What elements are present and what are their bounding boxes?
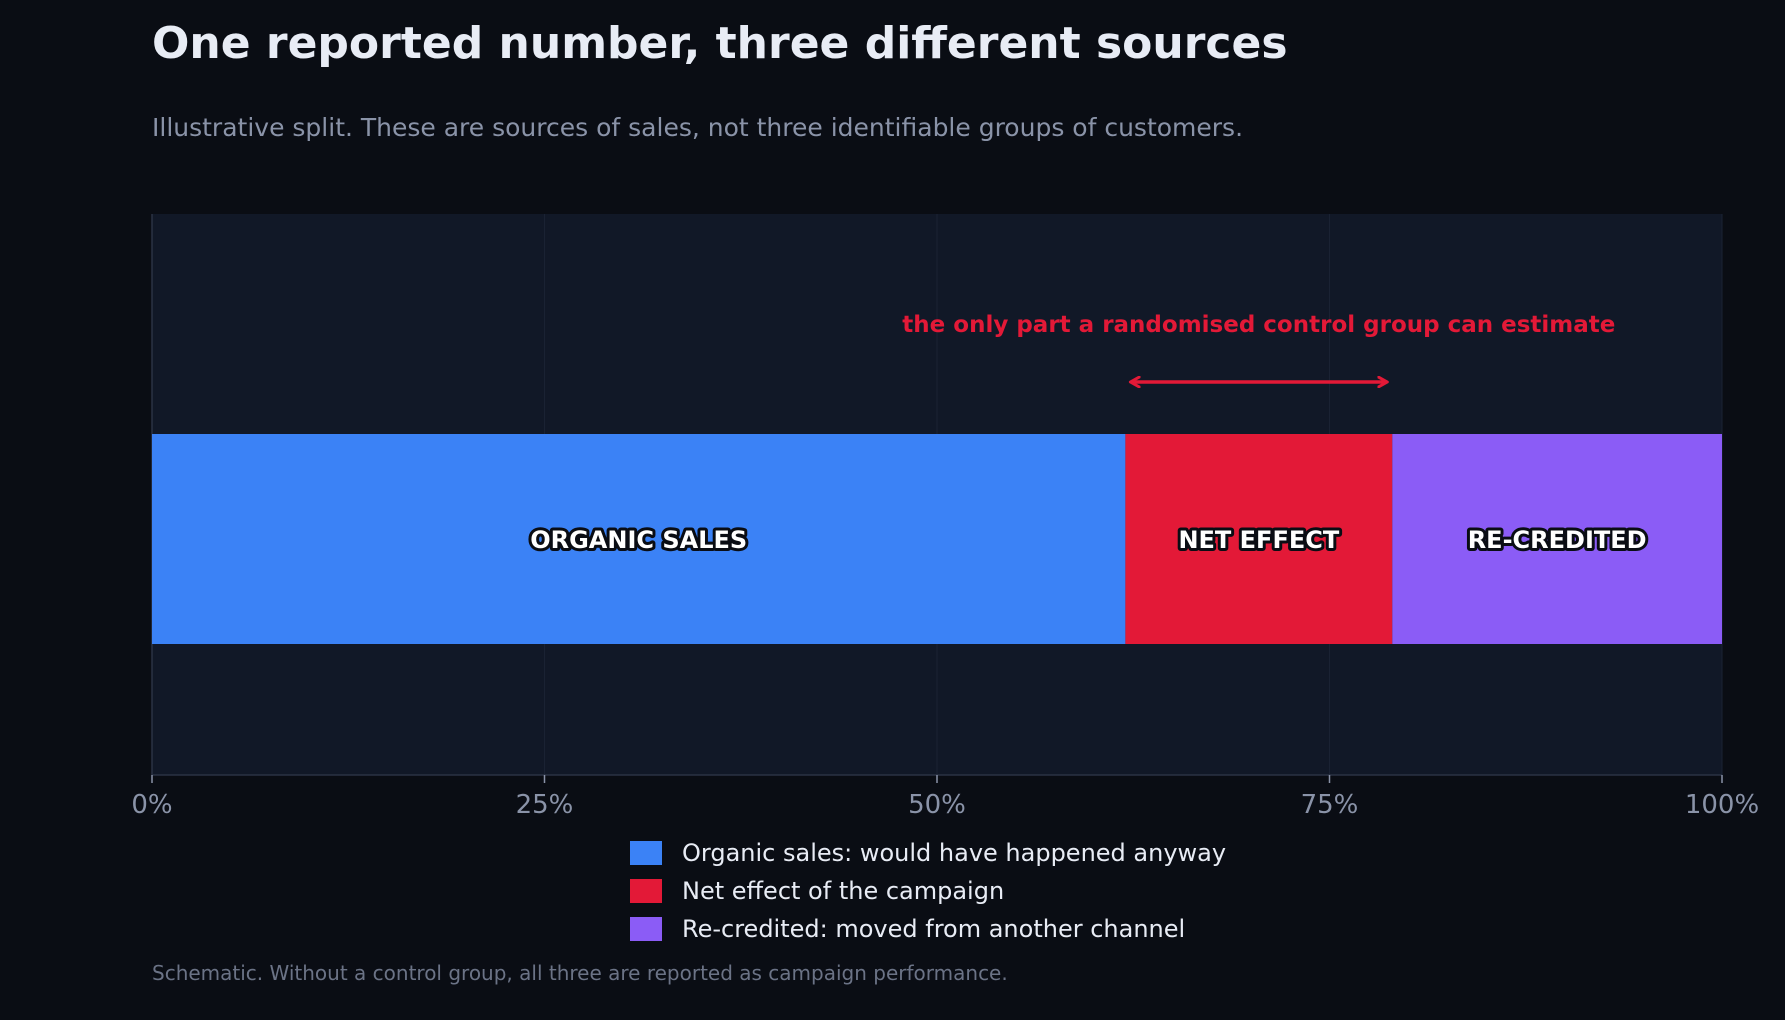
legend-swatch-net_effect bbox=[630, 879, 662, 903]
legend-swatch-recredited bbox=[630, 917, 662, 941]
chart-subtitle: Illustrative split. These are sources of… bbox=[152, 113, 1244, 142]
x-tick-label: 25% bbox=[516, 790, 574, 820]
segment-label-net_effect: NET EFFECT bbox=[1178, 526, 1339, 554]
x-tick-label: 50% bbox=[908, 790, 966, 820]
bar-segment-net_effect bbox=[1125, 434, 1393, 644]
segment-label-organic: ORGANIC SALES bbox=[530, 526, 747, 554]
annotation-text: the only part a randomised control group… bbox=[902, 312, 1615, 338]
legend-swatch-organic bbox=[630, 841, 662, 865]
legend-label-organic: Organic sales: would have happened anywa… bbox=[682, 839, 1226, 867]
legend-label-net_effect: Net effect of the campaign bbox=[682, 877, 1004, 905]
bar-segment-organic bbox=[152, 434, 1126, 644]
x-tick-label: 100% bbox=[1685, 790, 1759, 820]
x-tick-label: 0% bbox=[131, 790, 172, 820]
segment-label-recredited: RE-CREDITED bbox=[1468, 526, 1647, 554]
bar-segment-recredited bbox=[1392, 434, 1722, 644]
legend-label-recredited: Re-credited: moved from another channel bbox=[682, 915, 1185, 943]
chart-title: One reported number, three different sou… bbox=[152, 18, 1288, 69]
chart-footnote: Schematic. Without a control group, all … bbox=[152, 961, 1008, 985]
x-tick-label: 75% bbox=[1301, 790, 1359, 820]
